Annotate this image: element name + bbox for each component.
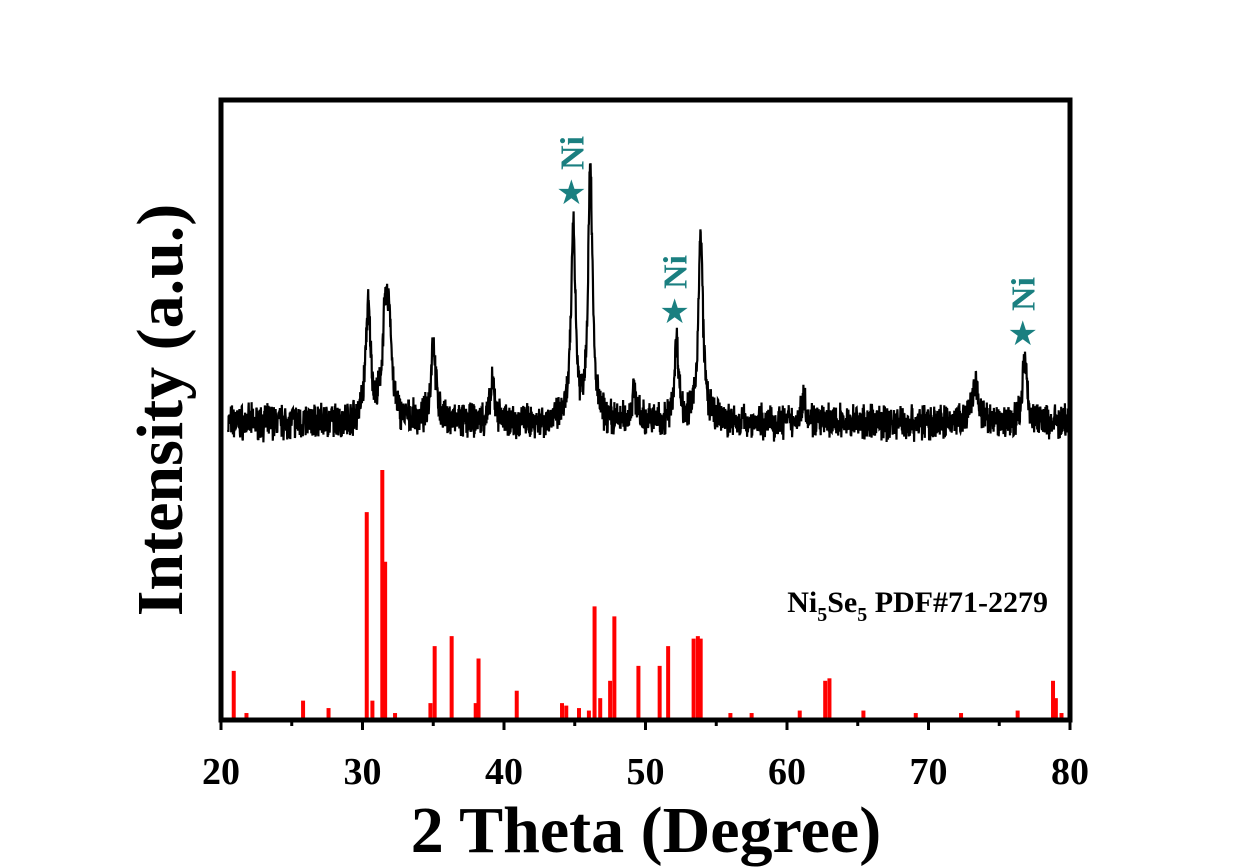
peak-annotations-layer: ★ Ni ★ Ni ★ Ni <box>554 136 1042 353</box>
x-tick-label: 80 <box>1051 751 1089 793</box>
measured-pattern-layer <box>227 163 1071 443</box>
x-tick-label: 50 <box>627 751 665 793</box>
ref-label-sub1: 5 <box>817 604 827 626</box>
ref-label-ni: Ni <box>787 586 817 619</box>
star-icon: ★ <box>659 294 689 331</box>
x-tick-label: 20 <box>202 751 240 793</box>
star-icon: ★ <box>556 175 586 212</box>
peak-annotation-label: Ni <box>658 255 695 289</box>
reference-label: Ni5Se5 PDF#71-2279 <box>787 586 1048 626</box>
peak-annotation-label: Ni <box>554 136 591 170</box>
x-tick-label: 60 <box>768 751 806 793</box>
ref-label-pdf: PDF#71-2279 <box>867 586 1048 619</box>
x-axis-title: 2 Theta (Degree) <box>411 794 881 867</box>
x-tick-label: 40 <box>485 751 523 793</box>
x-axis-ticks: 20 30 40 50 60 70 80 <box>202 720 1089 793</box>
reference-sticks-layer <box>231 470 1064 718</box>
x-tick-label: 30 <box>344 751 382 793</box>
x-tick-label: 70 <box>910 751 948 793</box>
measured-pattern-line <box>227 163 1071 443</box>
y-axis-title: Intensity (a.u.) <box>124 204 197 617</box>
star-icon: ★ <box>1007 316 1037 353</box>
peak-annotation-label: Ni <box>1006 277 1043 311</box>
ref-label-se: Se <box>827 586 857 619</box>
ref-label-sub2: 5 <box>857 604 867 626</box>
